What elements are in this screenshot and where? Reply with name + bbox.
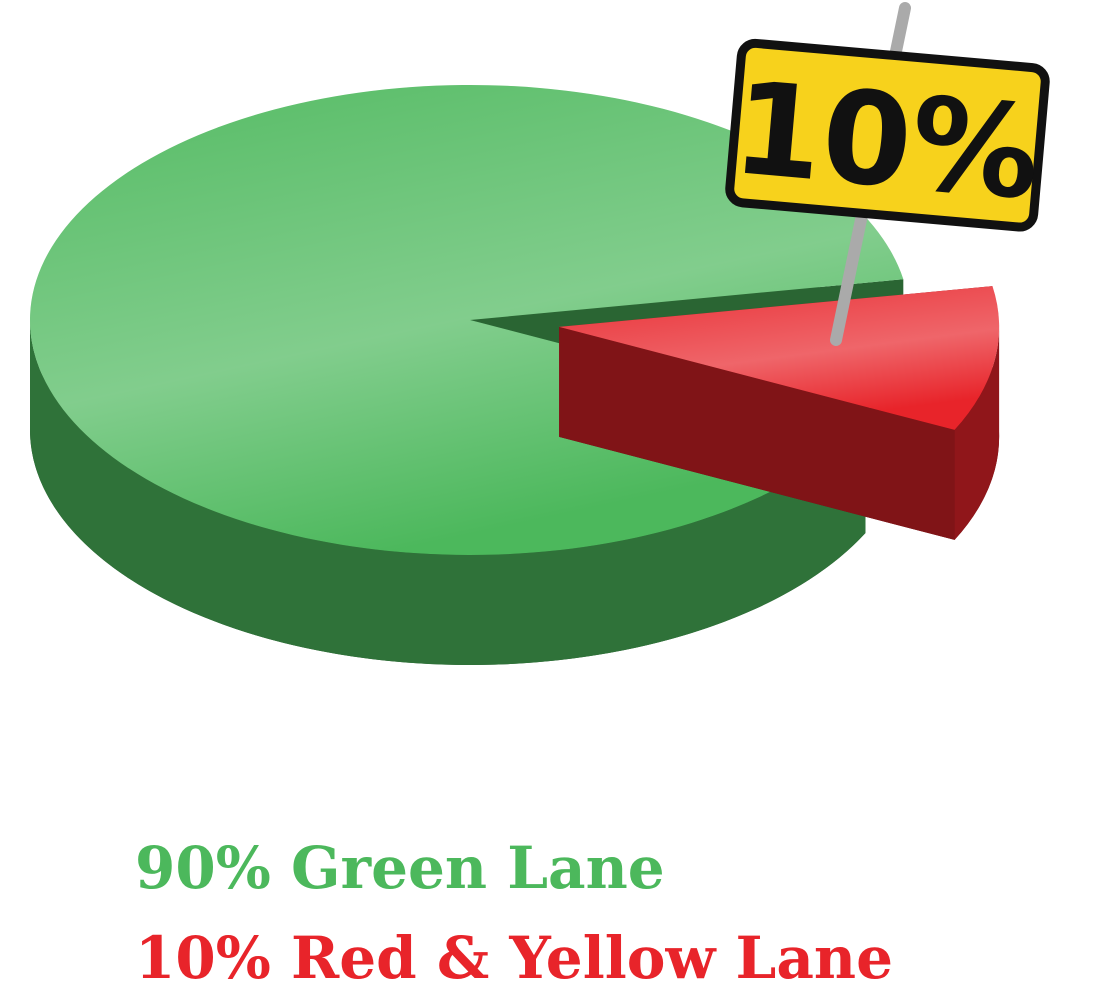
- sign-label: 10%: [727, 54, 1045, 229]
- pie: [29, 85, 1000, 665]
- sign: 10%: [725, 2, 1050, 346]
- slice-cut-face: [559, 326, 955, 540]
- slice-side: [954, 326, 1000, 540]
- slice-side: [30, 320, 866, 665]
- slice-shine: [559, 286, 1000, 430]
- sign-board: [725, 38, 1050, 232]
- legend-entry: 10% Red & Yellow Lane: [135, 924, 893, 992]
- legend: 90% Green Lane 10% Red & Yellow Lane: [135, 834, 893, 992]
- legend-entry: 90% Green Lane: [135, 834, 665, 902]
